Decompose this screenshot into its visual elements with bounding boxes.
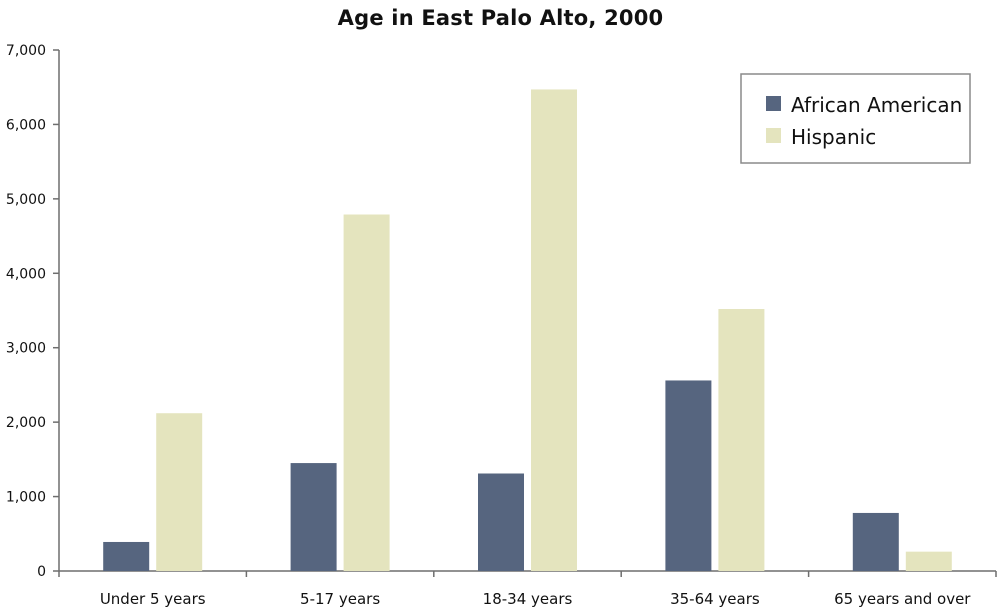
x-tick-label: 35-64 years [670, 590, 760, 608]
x-tick-label: 5-17 years [300, 590, 380, 608]
y-tick-label: 2,000 [6, 415, 46, 431]
x-tick-label: Under 5 years [100, 590, 206, 608]
y-tick-label: 1,000 [6, 490, 46, 506]
bars [103, 89, 952, 572]
bar-african-american [103, 541, 150, 571]
legend-label-african-american: African American [791, 93, 962, 117]
bar-african-american [290, 463, 337, 571]
x-tick-label: 65 years and over [834, 590, 971, 608]
legend-swatch-african-american [766, 96, 781, 111]
y-tick-label: 6,000 [6, 117, 46, 133]
y-tick-label: 4,000 [6, 266, 46, 282]
bar-hispanic [343, 214, 390, 572]
y-axis: 0 1,000 2,000 3,000 4,000 5,000 6,000 7,000 [6, 43, 60, 580]
bar-hispanic [905, 551, 952, 571]
legend-swatch-hispanic [766, 128, 781, 143]
x-axis: Under 5 years 5-17 years 18-34 years 35-64 … [58, 570, 997, 608]
bar-hispanic [156, 413, 203, 571]
bar-hispanic [718, 309, 765, 571]
y-tick-label: 0 [37, 564, 46, 580]
bar-african-american [478, 473, 524, 571]
bar-african-american [665, 380, 712, 571]
y-tick-label: 5,000 [6, 192, 46, 208]
bar-hispanic [531, 89, 577, 571]
legend-box [740, 73, 971, 164]
chart-title: Age in East Palo Alto, 2000 [337, 6, 664, 30]
y-tick-label: 3,000 [6, 341, 46, 357]
legend: African American Hispanic [740, 73, 971, 164]
y-tick-label: 7,000 [6, 43, 46, 59]
legend-label-hispanic: Hispanic [791, 125, 876, 149]
x-tick-label: 18-34 years [483, 590, 573, 608]
bar-african-american [852, 512, 899, 571]
